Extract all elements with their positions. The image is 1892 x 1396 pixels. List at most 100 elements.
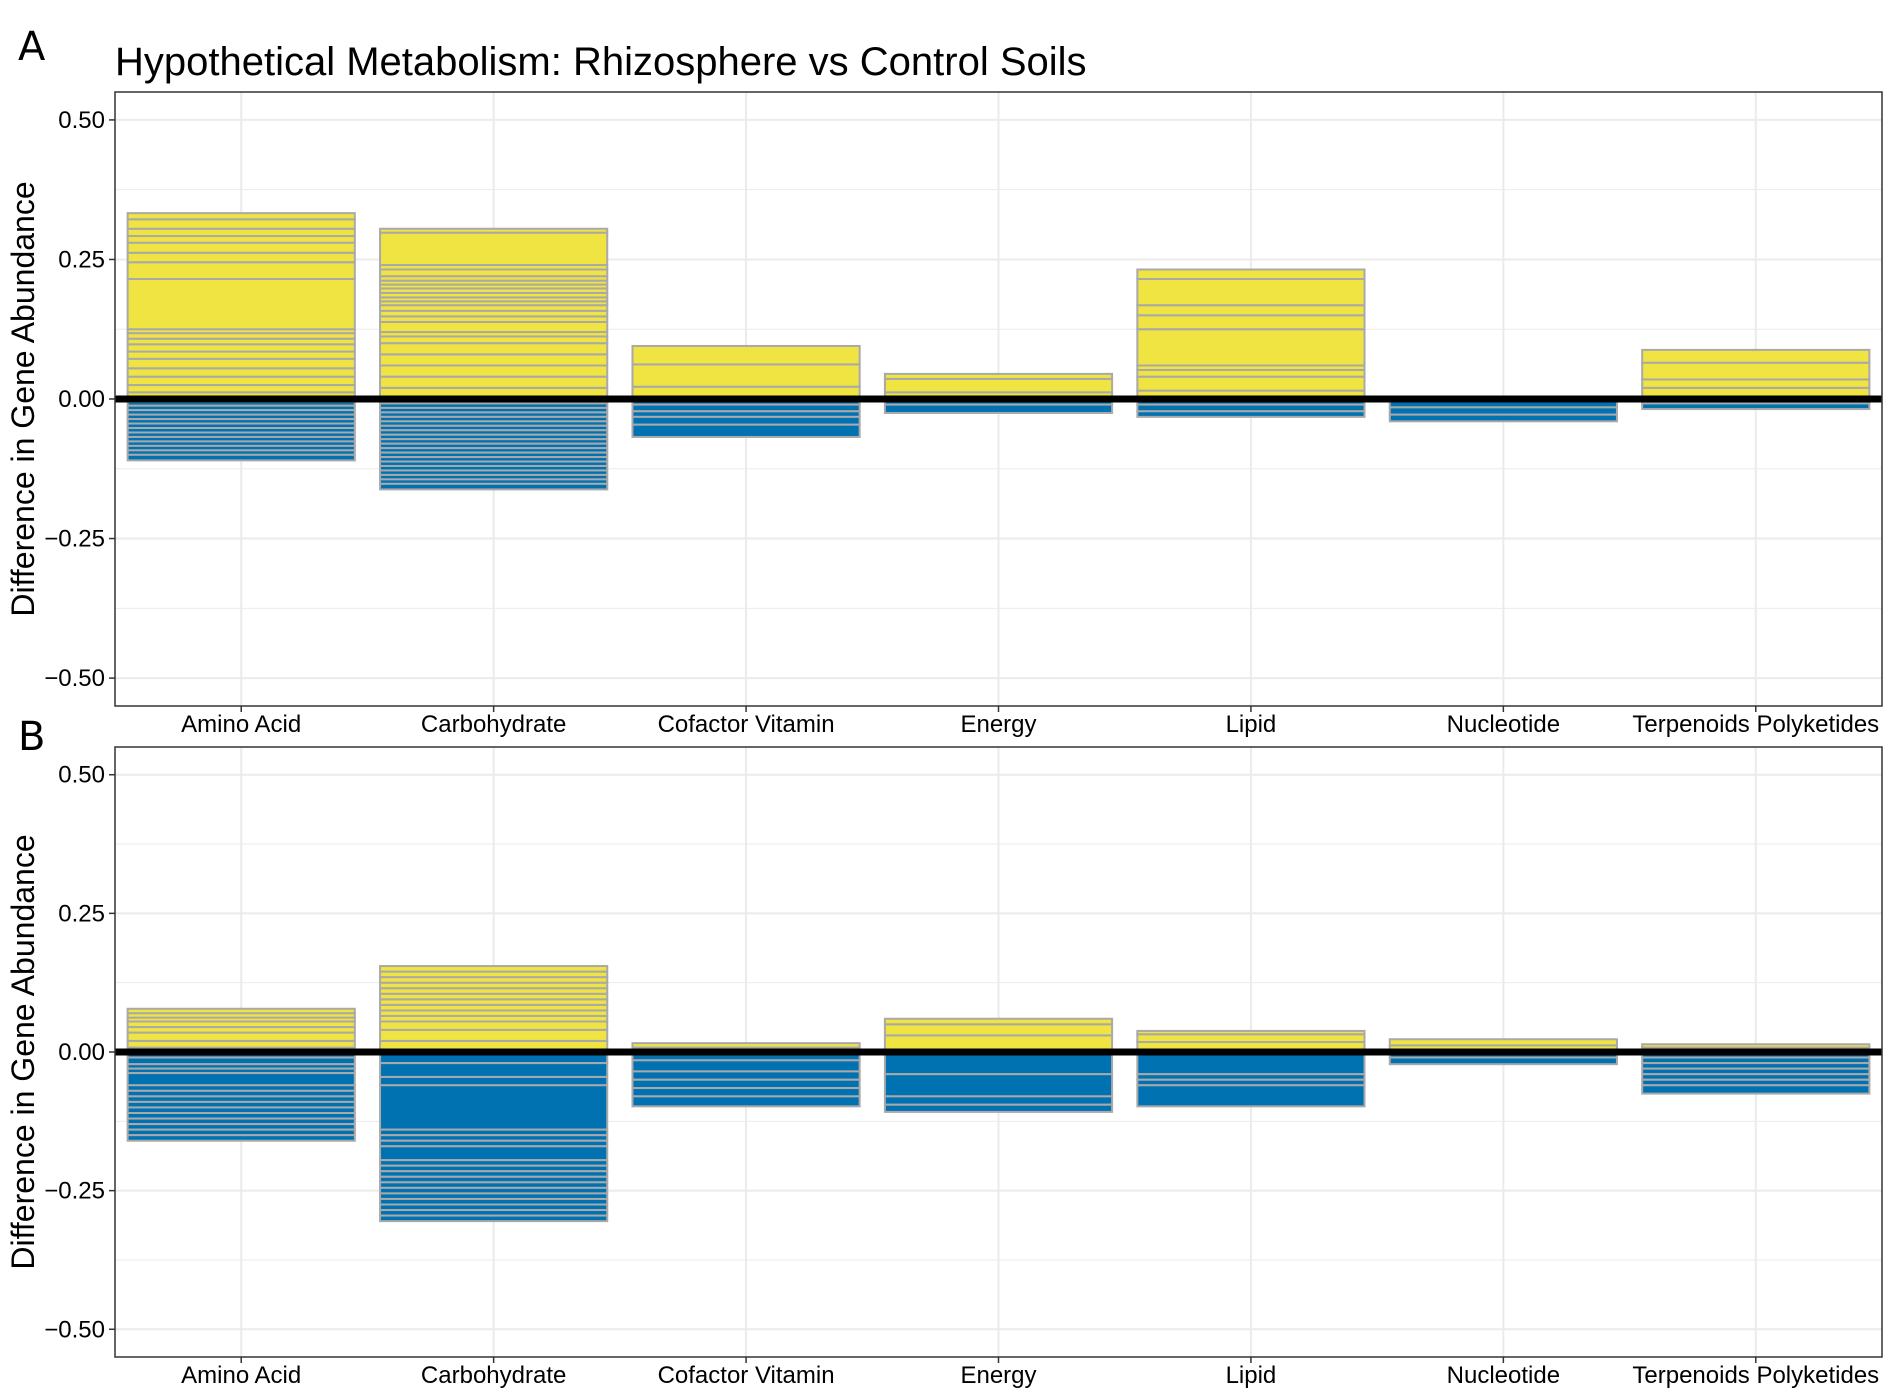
panel-a-bar-segment-positive <box>1136 268 1366 280</box>
panel-a-bar-segment-positive <box>379 320 609 334</box>
panel-a-x-tick-label: Nucleotide <box>1447 711 1560 738</box>
panel-a-bar-segment-positive <box>126 357 356 370</box>
panel-b-y-tick-label: 0.50 <box>58 762 105 789</box>
panel-a-y-axis-title: Difference in Gene Abundance <box>5 181 41 616</box>
panel-b-letter: B <box>18 714 45 760</box>
panel-b-bar-segment-negative <box>631 1059 861 1073</box>
panel-b-panel-border <box>114 746 1883 1358</box>
panel-b-bar-segment-negative <box>1388 1056 1618 1066</box>
panel-a-bar-segment-negative <box>1388 406 1618 416</box>
panel-b-x-tick-label: Terpenoids Polyketides <box>1632 1362 1879 1389</box>
panel-a-bar-segment-positive <box>1641 378 1871 389</box>
panel-a-bar-segment-positive <box>126 350 356 360</box>
panel-a-bar-segment-positive <box>379 353 609 367</box>
panel-a-bar-segment-positive <box>379 268 609 278</box>
panel-b-bar-segment-negative <box>379 1075 609 1087</box>
panel-a-bar-segment-positive <box>379 231 609 267</box>
panel-b-bar-segment-negative <box>1641 1084 1871 1095</box>
panel-b-y-axis-title: Difference in Gene Abundance <box>5 834 41 1269</box>
panel-a-letter: A <box>18 24 46 70</box>
panel-b-x-tick-label: Amino Acid <box>181 1362 301 1389</box>
panel-a-bar-segment-negative <box>1136 403 1366 413</box>
panel-b-y-tick-label: −0.50 <box>44 1316 105 1343</box>
panel-a-bar-segment-negative <box>1388 413 1618 423</box>
panel-a-y-tick-label: 0.50 <box>58 107 105 134</box>
panel-b-y-tick-label: 0.25 <box>58 900 105 927</box>
panel-a-plot: 0.50 0.25 0.00 −0.25 −0.50 Amino Acid Carbohyd… <box>5 91 1883 738</box>
panel-a-x-tick-label: Terpenoids Polyketides <box>1632 711 1879 738</box>
panel-a-x-tick-label: Energy <box>960 711 1036 738</box>
panel-a-y-tick-label: 0.00 <box>58 386 105 413</box>
panel-a-bar-segment-positive <box>126 277 356 331</box>
panel-a-x-tick-label: Lipid <box>1226 711 1277 738</box>
panel-b-bar-segment-negative <box>631 1070 861 1081</box>
panel-b-bar-segment-positive <box>883 1017 1114 1026</box>
panel-a-x-tick-label: Cofactor Vitamin <box>658 711 835 738</box>
panel-a-bar-segment-positive <box>1136 314 1366 331</box>
panel-b-bar-segment-negative <box>883 1103 1114 1113</box>
panel-a-bar-segment-positive <box>126 251 356 264</box>
panel-b-bar-segment-positive <box>1136 1029 1366 1036</box>
panel-b-x-tick-label: Cofactor Vitamin <box>658 1362 835 1389</box>
panel-a-bar-segment-positive <box>1136 304 1366 317</box>
panel-b-bar-segment-positive <box>1641 1043 1871 1049</box>
panel-a-y-tick-label: −0.50 <box>44 665 105 692</box>
panel-a-bar-segment-positive <box>1136 277 1366 307</box>
panel-b-bar-segment-positive <box>631 1042 861 1049</box>
panel-a-bar-segment-positive <box>631 363 861 388</box>
panel-b-bar-segment-negative <box>126 1072 356 1087</box>
figure-title: Hypothetical Metabolism: Rhizosphere vs … <box>115 40 1087 84</box>
panel-b-bar-segment-positive <box>883 1023 1114 1037</box>
panel-b-bar-segment-negative <box>379 1062 609 1078</box>
panel-a-bar-segment-positive <box>883 372 1114 380</box>
panel-a-bar-segment-positive <box>1641 348 1871 364</box>
panel-b-x-tick-label: Energy <box>960 1362 1036 1389</box>
panel-a-bar-segment-positive <box>1136 368 1366 378</box>
panel-a-bar-segment-positive <box>126 384 356 394</box>
panel-b-bar-segment-positive <box>1136 1033 1366 1044</box>
panel-a-bar-segment-negative <box>631 415 861 426</box>
panel-b-bar-segment-positive <box>379 965 609 973</box>
panel-b-bar-segment-negative <box>883 1073 1114 1098</box>
panel-b-bar-segment-negative <box>379 1145 609 1162</box>
panel-a-bar-segment-negative <box>631 423 861 438</box>
panel-b-bar-segment-negative <box>1136 1084 1366 1108</box>
panel-a-bar-segment-positive <box>126 375 356 387</box>
panel-b-bar-segment-positive <box>379 1020 609 1031</box>
panel-a-x-tick-label: Amino Acid <box>181 711 301 738</box>
panel-b-bar-segment-negative <box>631 1095 861 1108</box>
panel-a-bar-segment-positive <box>126 212 356 221</box>
panel-b-y-tick-label: 0.00 <box>58 1039 105 1066</box>
panel-a-bar-segment-negative <box>1641 402 1871 411</box>
panel-a-bar-segment-positive <box>1136 328 1366 367</box>
panel-a-bar-segment-negative <box>1136 410 1366 418</box>
panel-b-x-tick-label: Lipid <box>1226 1362 1277 1389</box>
panel-a-bar-segment-negative <box>631 403 861 413</box>
panel-b-bar-segment-negative <box>631 1078 861 1090</box>
panel-b-x-tick-label: Nucleotide <box>1447 1362 1560 1389</box>
panel-b-bar-segment-negative <box>631 1087 861 1098</box>
panel-b-bar-segment-positive <box>379 1028 609 1042</box>
panel-a-bar-segment-positive <box>126 261 356 280</box>
panel-a-bar-segment-positive <box>631 344 861 366</box>
panel-b-bar-segment-negative <box>126 1134 356 1142</box>
panel-a-bar-segment-positive <box>1641 361 1871 381</box>
panel-a-bar-segment-positive <box>379 375 609 389</box>
panel-a-bar-segment-positive <box>126 235 356 244</box>
panel-a-bar-segment-positive <box>883 377 1114 394</box>
panel-a-bar-segment-positive <box>379 227 609 234</box>
panel-a-panel-border <box>114 91 1883 707</box>
panel-a-bar-segment-positive <box>379 335 609 345</box>
panel-b-bar-segment-negative <box>883 1095 1114 1106</box>
panel-a-bar-segment-negative <box>883 403 1114 414</box>
panel-a-bar-segment-positive <box>379 364 609 378</box>
panel-a-bar-segment-positive <box>126 241 356 254</box>
panel-a-bar-segment-positive <box>379 342 609 356</box>
panel-a-bar-segment-negative <box>126 453 356 462</box>
panel-b-x-tick-label: Carbohydrate <box>421 1362 566 1389</box>
panel-a-bar-segment-positive <box>126 367 356 378</box>
panel-b-bar-segment-positive <box>126 1007 356 1015</box>
panel-a-bar-segment-positive <box>126 218 356 230</box>
